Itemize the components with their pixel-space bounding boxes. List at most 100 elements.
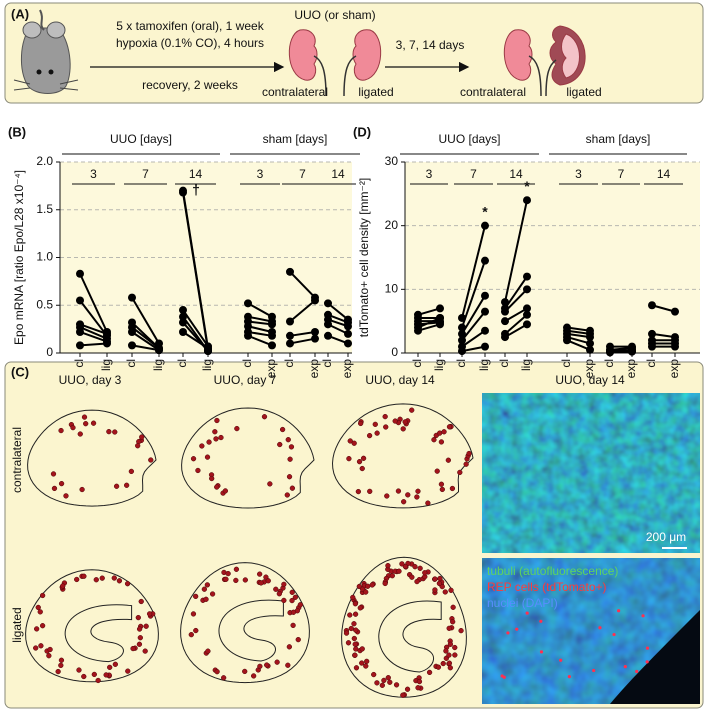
y-tick-label: 0.5 (36, 297, 53, 311)
x-tick-label: cl (644, 359, 658, 368)
rep-cell (356, 459, 363, 465)
rep-cell (452, 652, 458, 658)
rep-cell (112, 661, 118, 667)
pair-line (247, 325, 273, 333)
rep-cell (279, 426, 286, 433)
pair-line (247, 331, 273, 337)
data-point (458, 329, 466, 338)
x-tick-label: cl (320, 359, 334, 368)
rep-cell (242, 577, 248, 583)
pair-line (247, 320, 273, 326)
rep-cell (401, 499, 407, 505)
rep-cell (359, 646, 365, 652)
x-tick-label: lig (99, 359, 113, 371)
rep-cell (91, 671, 97, 678)
y-tick-label: 2.0 (36, 154, 53, 168)
rep-cell (47, 646, 53, 653)
set-header: 3 (575, 167, 582, 181)
pair-line (79, 323, 108, 335)
kidney-label: contralateral (460, 85, 526, 99)
rep-cell (292, 594, 298, 600)
rep-cell (222, 488, 229, 494)
rep-cell (258, 580, 264, 586)
rep-cell-fluor (500, 674, 504, 678)
rep-cell (425, 500, 431, 506)
rep-cell (81, 414, 88, 420)
rep-cell (136, 641, 143, 647)
rep-cell (359, 660, 365, 666)
rep-cell (250, 673, 257, 679)
rep-cell (369, 582, 375, 588)
rep-cell (113, 483, 120, 489)
group-header: sham [days] (263, 132, 328, 146)
row-label: contralateral (10, 427, 24, 493)
rep-cell (438, 439, 445, 445)
rep-cell (400, 426, 406, 432)
data-point (324, 299, 332, 308)
rep-cell (123, 482, 130, 488)
rep-cell (60, 583, 66, 589)
rep-cell (440, 660, 446, 667)
rep-cell (218, 434, 224, 441)
data-point (311, 327, 319, 336)
pair-line (504, 314, 528, 335)
pair-line (131, 297, 160, 344)
rep-cell (77, 431, 83, 437)
rep-cell (357, 605, 363, 611)
data-point (481, 307, 489, 316)
rep-cell (445, 457, 452, 463)
rep-cell (142, 648, 148, 654)
rep-cell (107, 664, 113, 671)
pair-line (79, 299, 108, 337)
rep-cell (353, 627, 359, 633)
data-point (523, 304, 531, 313)
rep-cell (290, 622, 296, 629)
rep-cell (285, 662, 291, 668)
pair-line (247, 302, 273, 318)
rep-cell-fluor (623, 665, 627, 669)
x-tick-label: cl (282, 359, 296, 368)
rep-cell (136, 626, 143, 632)
data-point (179, 306, 187, 315)
protocol-text: UUO (or sham) (294, 8, 375, 22)
data-point (481, 291, 489, 300)
data-point (501, 333, 509, 342)
rep-cell (112, 429, 118, 435)
rep-cell (267, 481, 273, 487)
rep-cell (357, 420, 364, 427)
rep-cell (385, 562, 391, 569)
set-header: 3 (257, 167, 264, 181)
rep-cell (366, 432, 373, 439)
rep-cell-fluor (515, 627, 519, 631)
annotation: * (482, 203, 488, 219)
rep-cell (37, 609, 43, 615)
data-point (76, 327, 84, 336)
rep-cell (290, 609, 297, 615)
data-point (523, 310, 531, 319)
data-point (648, 301, 656, 310)
set-header: 14 (331, 167, 345, 181)
rep-cell (233, 566, 240, 572)
rep-cell (446, 625, 452, 631)
rep-cell (363, 663, 369, 669)
data-point (155, 346, 163, 355)
rep-cell (353, 646, 359, 652)
rep-cell-fluor (641, 614, 645, 618)
rep-cell (435, 664, 442, 670)
rep-cell (33, 645, 39, 651)
rep-cell (264, 662, 270, 668)
pair-line (566, 339, 591, 351)
micrograph-dark-region (610, 610, 700, 704)
kidney-outline (25, 569, 159, 683)
protocol-text: 5 x tamoxifen (oral), 1 week (116, 19, 264, 33)
rep-cell (265, 578, 271, 584)
rep-cell (46, 653, 52, 659)
pair-line (182, 309, 209, 347)
rep-cell (443, 648, 449, 654)
data-point (586, 333, 594, 342)
rep-cell (400, 692, 406, 698)
rep-cell (130, 645, 136, 652)
rep-cell (372, 421, 378, 427)
data-point (648, 329, 656, 338)
